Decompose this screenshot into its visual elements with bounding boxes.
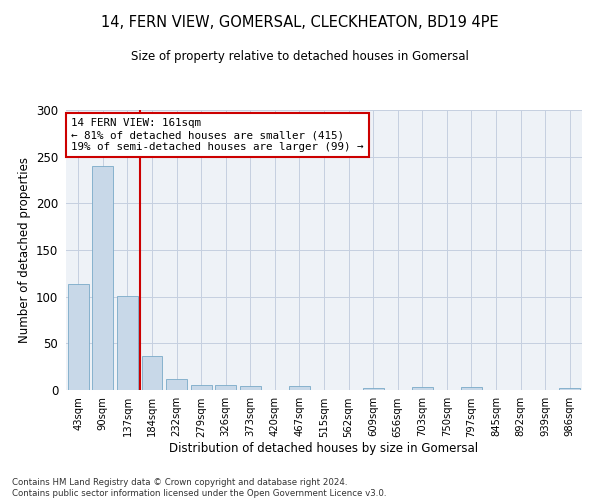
Bar: [166, 379, 187, 390]
Bar: [191, 386, 212, 390]
X-axis label: Distribution of detached houses by size in Gomersal: Distribution of detached houses by size …: [169, 442, 479, 455]
Bar: [412, 387, 433, 390]
Text: 14 FERN VIEW: 161sqm
← 81% of detached houses are smaller (415)
19% of semi-deta: 14 FERN VIEW: 161sqm ← 81% of detached h…: [71, 118, 364, 152]
Text: 14, FERN VIEW, GOMERSAL, CLECKHEATON, BD19 4PE: 14, FERN VIEW, GOMERSAL, CLECKHEATON, BD…: [101, 15, 499, 30]
Bar: [142, 356, 163, 390]
Bar: [240, 386, 261, 390]
Bar: [461, 387, 482, 390]
Bar: [559, 388, 580, 390]
Bar: [117, 296, 138, 390]
Text: Contains HM Land Registry data © Crown copyright and database right 2024.
Contai: Contains HM Land Registry data © Crown c…: [12, 478, 386, 498]
Bar: [92, 166, 113, 390]
Bar: [289, 386, 310, 390]
Y-axis label: Number of detached properties: Number of detached properties: [17, 157, 31, 343]
Bar: [215, 386, 236, 390]
Text: Size of property relative to detached houses in Gomersal: Size of property relative to detached ho…: [131, 50, 469, 63]
Bar: [362, 388, 383, 390]
Bar: [68, 284, 89, 390]
